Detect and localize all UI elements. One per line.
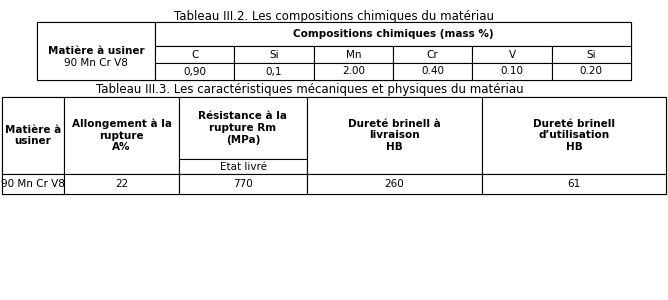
Bar [314, 63, 393, 80]
Text: V: V [508, 50, 516, 59]
Text: 2.00: 2.00 [342, 67, 365, 76]
Text: 90 Mn Cr V8: 90 Mn Cr V8 [64, 58, 128, 68]
Text: 61: 61 [567, 179, 580, 189]
Bar [179, 159, 307, 174]
Bar [393, 46, 472, 63]
Bar [155, 22, 631, 46]
Bar [155, 63, 234, 80]
Bar [314, 46, 393, 63]
Text: 0.40: 0.40 [421, 67, 444, 76]
Bar [64, 97, 179, 174]
Text: Cr: Cr [427, 50, 438, 59]
Bar [307, 97, 482, 174]
Text: 90 Mn Cr V8: 90 Mn Cr V8 [1, 179, 65, 189]
Text: Tableau III.2. Les compositions chimiques du matériau: Tableau III.2. Les compositions chimique… [174, 10, 494, 23]
Text: Compositions chimiques (mass %): Compositions chimiques (mass %) [293, 29, 493, 39]
Bar [482, 174, 666, 194]
Bar [155, 46, 234, 63]
Text: 0,1: 0,1 [266, 67, 283, 76]
Text: 770: 770 [233, 179, 253, 189]
Text: Mn: Mn [345, 50, 361, 59]
Text: 22: 22 [115, 179, 128, 189]
Bar [472, 63, 552, 80]
Bar [2, 97, 64, 174]
Text: Si: Si [587, 50, 596, 59]
Text: 0,90: 0,90 [183, 67, 206, 76]
Text: Dureté brinell
d’utilisation
HB: Dureté brinell d’utilisation HB [533, 119, 615, 152]
Text: Matière à
usiner: Matière à usiner [5, 125, 61, 146]
Text: Etat livré: Etat livré [220, 161, 267, 172]
Bar [393, 63, 472, 80]
Text: Dureté brinell à
livraison
HB: Dureté brinell à livraison HB [348, 119, 441, 152]
Bar [552, 46, 631, 63]
Text: C: C [191, 50, 198, 59]
Bar [64, 174, 179, 194]
Text: 260: 260 [385, 179, 404, 189]
Bar [307, 174, 482, 194]
Bar [472, 46, 552, 63]
Bar [234, 46, 314, 63]
Text: 0.20: 0.20 [580, 67, 603, 76]
Text: Allongement à la
rupture
A%: Allongement à la rupture A% [71, 118, 172, 152]
Bar [37, 22, 155, 80]
Bar [2, 97, 666, 194]
Bar [2, 174, 64, 194]
Bar [179, 174, 307, 194]
Text: Tableau III.3. Les caractéristiques mécaniques et physiques du matériau: Tableau III.3. Les caractéristiques méca… [96, 83, 524, 96]
Bar [179, 97, 307, 159]
Bar [234, 63, 314, 80]
Text: Matière à usiner: Matière à usiner [47, 46, 144, 56]
Text: Résistance à la
rupture Rm
(MPa): Résistance à la rupture Rm (MPa) [198, 111, 287, 145]
Bar [482, 97, 666, 174]
Text: 0.10: 0.10 [500, 67, 524, 76]
Bar [552, 63, 631, 80]
Text: Si: Si [269, 50, 279, 59]
Bar [37, 22, 631, 80]
